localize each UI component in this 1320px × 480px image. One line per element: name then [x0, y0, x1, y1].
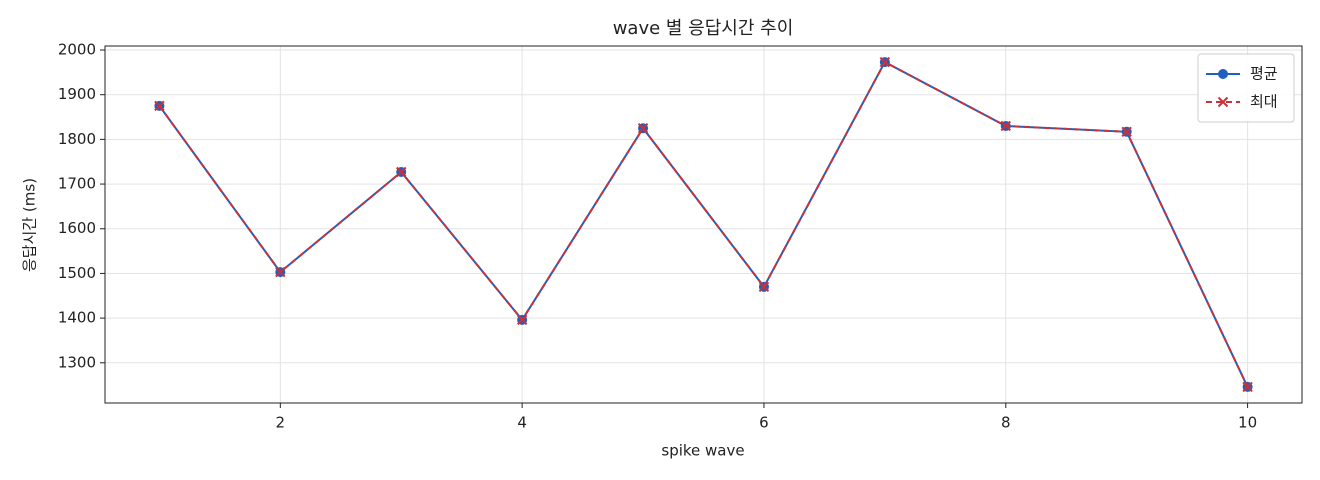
y-tick-label: 1800 [58, 130, 96, 148]
marker [1218, 69, 1228, 79]
marker [879, 56, 891, 68]
marker [1121, 126, 1132, 137]
marker [154, 100, 165, 112]
x-tick-label: 4 [517, 414, 527, 432]
marker [275, 266, 286, 278]
x-tick-label: 8 [1001, 414, 1011, 432]
data-line [158, 60, 1249, 388]
y-tick-label: 1400 [58, 309, 96, 327]
x-axis-label: spike wave [661, 442, 744, 460]
y-tick-label: 1900 [58, 85, 96, 103]
marker [516, 314, 528, 326]
legend-label: 평균 [1250, 65, 1278, 83]
y-tick-label: 1700 [58, 175, 96, 193]
marker [637, 123, 649, 134]
marker [1217, 96, 1229, 108]
x-tick-label: 6 [759, 414, 769, 432]
y-tick-label: 1300 [58, 353, 96, 371]
y-axis-label: 응답시간 (ms) [21, 178, 39, 272]
chart-title: wave 별 응답시간 추이 [613, 18, 794, 39]
legend-label: 최대 [1250, 93, 1278, 111]
y-tick-label: 1600 [58, 219, 96, 237]
marker [1242, 381, 1253, 393]
x-tick-label: 2 [276, 414, 286, 432]
legend-box [1197, 53, 1295, 123]
y-tick-label: 2000 [58, 41, 96, 59]
marker [1000, 120, 1011, 132]
marker [396, 166, 407, 178]
y-tick-label: 1500 [58, 264, 96, 282]
plot-frame [104, 45, 1303, 404]
data-line [158, 60, 1249, 388]
x-tick-label: 10 [1238, 414, 1257, 432]
marker [758, 281, 770, 293]
